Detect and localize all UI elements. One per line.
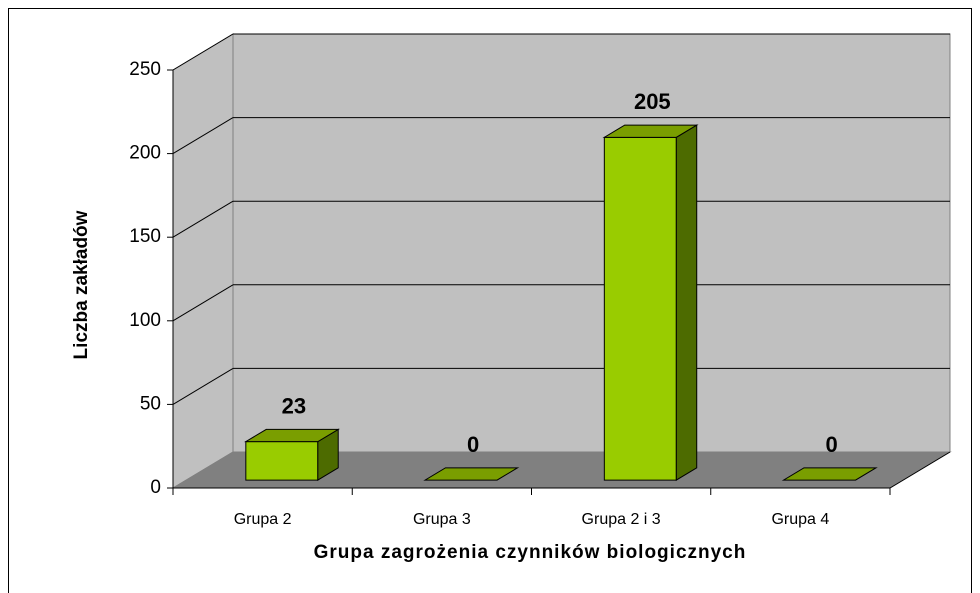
data-label: 23 xyxy=(282,393,306,418)
side-grid-line xyxy=(172,200,234,238)
data-label: 0 xyxy=(825,432,837,457)
side-grid-line xyxy=(172,33,234,71)
y-tick-label: 0 xyxy=(150,477,161,498)
x-axis-depth xyxy=(889,451,951,489)
bar-top xyxy=(423,467,520,481)
bar-top xyxy=(602,124,699,138)
side-grid-line xyxy=(172,284,234,322)
bar-top xyxy=(781,467,878,481)
y-tick-label: 50 xyxy=(140,393,161,414)
y-tick-label: 100 xyxy=(129,310,161,331)
back-wall xyxy=(232,33,951,453)
x-axis-title: Grupa zagrożenia czynników biologicznych xyxy=(314,542,747,563)
y-tick-label: 250 xyxy=(129,59,161,80)
bar-front xyxy=(603,136,677,481)
bar-top xyxy=(244,428,341,443)
x-tick-label: Grupa 3 xyxy=(413,511,471,528)
x-tick-label: Grupa 2 xyxy=(234,511,292,528)
y-axis-title: Liczba zakładów xyxy=(71,210,92,359)
y-tick-label: 200 xyxy=(129,143,161,164)
side-wall xyxy=(172,33,234,489)
x-tick-label: Grupa 4 xyxy=(771,511,829,528)
data-label: 205 xyxy=(634,89,671,114)
y-tick-label: 150 xyxy=(129,226,161,247)
side-grid-line xyxy=(172,367,234,405)
bar-front xyxy=(245,441,319,481)
data-label: 0 xyxy=(467,432,479,457)
x-tick-label: Grupa 2 i 3 xyxy=(582,511,661,528)
side-grid-line xyxy=(172,117,234,155)
bar-side xyxy=(675,124,698,481)
